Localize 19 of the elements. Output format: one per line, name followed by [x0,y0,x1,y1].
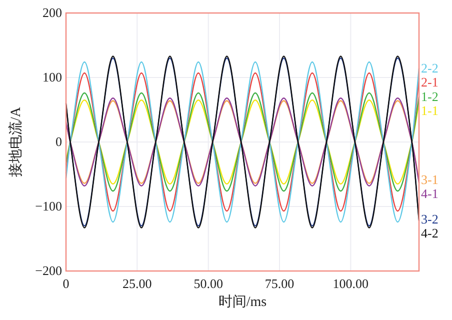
x-axis-title: 时间/ms [218,294,267,310]
y-tick-label: −200 [35,263,62,278]
y-tick-label: 200 [42,5,62,20]
y-tick-label: 0 [56,134,62,149]
series-label: 2-2 [421,60,438,76]
x-tick-label: 75.00 [264,276,294,291]
y-tick-label: 100 [42,70,62,84]
y-axis-title: 接地电流/A [8,106,24,177]
series-label: 3-1 [421,172,438,188]
x-tick-label: 25.00 [122,276,152,291]
y-tick-label: −100 [35,198,62,214]
series-label: 2-1 [421,74,438,90]
series-label: 3-2 [421,211,438,226]
series-label: 4-2 [421,225,438,240]
series-label: 4-1 [421,186,438,202]
series-label: 1-1 [421,102,438,118]
series-label: 1-2 [421,88,438,104]
x-tick-label: 100.00 [332,276,369,291]
x-tick-label: 50.00 [194,276,223,291]
